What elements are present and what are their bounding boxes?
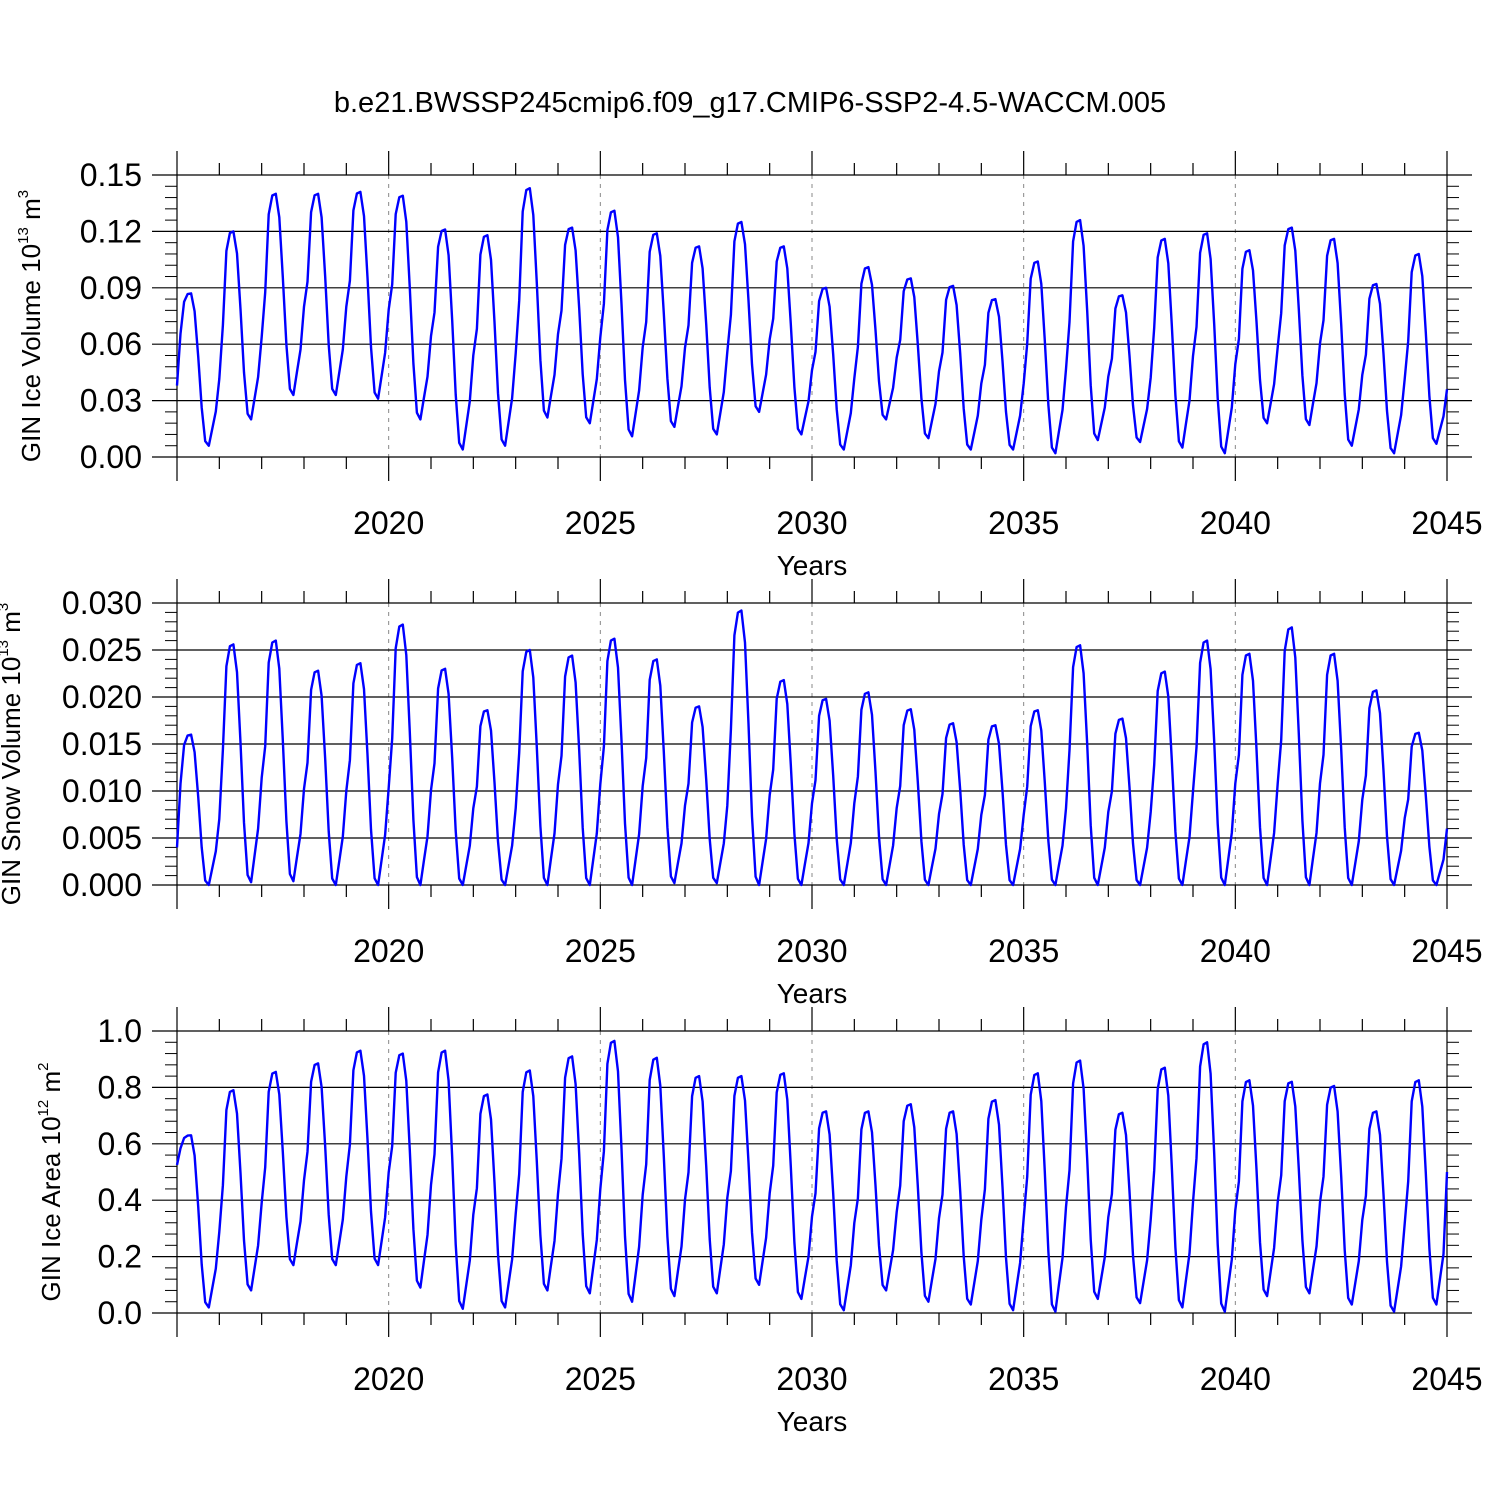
- y-tick-label: 0.00: [80, 439, 142, 475]
- y-tick-label: 0.030: [62, 585, 142, 621]
- x-tick-label: 2030: [776, 933, 847, 969]
- y-tick-label: 0.2: [98, 1239, 142, 1275]
- y-tick-label: 0.0: [98, 1295, 142, 1331]
- x-tick-label: 2040: [1200, 1361, 1271, 1397]
- y-tick-label: 0.015: [62, 726, 142, 762]
- x-tick-label: 2020: [353, 505, 424, 541]
- series-line-gin-ice-volume: [175, 187, 1449, 455]
- y-tick-label: 0.000: [62, 867, 142, 903]
- y-tick-label: 0.06: [80, 326, 142, 362]
- x-tick-label: 2030: [776, 505, 847, 541]
- x-tick-label: 2045: [1411, 505, 1482, 541]
- y-tick-label: 0.15: [80, 157, 142, 193]
- x-tick-label: 2045: [1411, 1361, 1482, 1397]
- y-tick-label: 0.03: [80, 383, 142, 419]
- y-axis-label: GIN Snow Volume 1013 m3: [0, 603, 26, 906]
- y-tick-label: 0.020: [62, 679, 142, 715]
- y-axis-label: GIN Ice Volume 1013 m3: [15, 190, 46, 462]
- y-tick-label: 0.09: [80, 270, 142, 306]
- chart-title: b.e21.BWSSP245cmip6.f09_g17.CMIP6-SSP2-4…: [334, 87, 1166, 119]
- y-tick-label: 0.010: [62, 773, 142, 809]
- x-tick-label: 2045: [1411, 933, 1482, 969]
- x-tick-label: 2025: [565, 933, 636, 969]
- panel-1: 0.00 0.03 0.06 0.09 0.12 0.15 2020 2025 2030 2035…: [15, 151, 1483, 581]
- x-axis-label: Years: [777, 1406, 848, 1437]
- x-tick-label: 2025: [565, 1361, 636, 1397]
- x-tick-label: 2035: [988, 1361, 1059, 1397]
- x-axis-label: Years: [777, 550, 848, 581]
- x-tick-label: 2040: [1200, 933, 1271, 969]
- x-axis-label: Years: [777, 978, 848, 1009]
- y-axis-label: GIN Ice Area 1012 m2: [35, 1063, 66, 1302]
- y-tick-label: 0.8: [98, 1069, 142, 1105]
- series-line-gin-snow-volume: [175, 609, 1449, 887]
- x-tick-label: 2035: [988, 505, 1059, 541]
- x-tick-label: 2040: [1200, 505, 1271, 541]
- panel-3: 0.0 0.2 0.4 0.6 0.8 1.0 2020 2025 2030 2035 2040 20…: [35, 1007, 1483, 1437]
- series-line-gin-ice-area: [175, 1039, 1449, 1313]
- y-tick-label: 1.0: [98, 1013, 142, 1049]
- panel-2: 0.000 0.005 0.010 0.015 0.020 0.025 0.030 2020 2…: [0, 579, 1483, 1009]
- x-tick-label: 2020: [353, 1361, 424, 1397]
- x-tick-label: 2030: [776, 1361, 847, 1397]
- x-tick-label: 2025: [565, 505, 636, 541]
- y-tick-label: 0.025: [62, 632, 142, 668]
- y-tick-label: 0.005: [62, 820, 142, 856]
- y-tick-label: 0.12: [80, 213, 142, 249]
- x-tick-label: 2020: [353, 933, 424, 969]
- x-tick-label: 2035: [988, 933, 1059, 969]
- y-tick-label: 0.6: [98, 1126, 142, 1162]
- y-tick-label: 0.4: [98, 1182, 142, 1218]
